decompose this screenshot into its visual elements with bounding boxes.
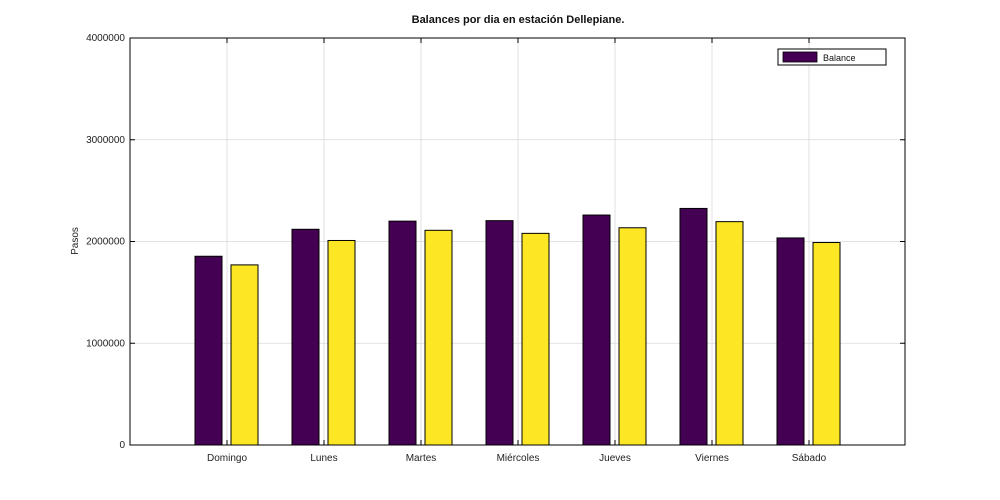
y-tick-label: 3000000 — [86, 135, 125, 146]
bar-series-1-viernes — [715, 221, 744, 446]
bar-series-1-miércoles — [521, 232, 550, 446]
x-tick-label: Sábado — [792, 453, 827, 464]
bar-series-0-domingo — [194, 255, 223, 446]
y-tick-label: 0 — [119, 440, 125, 451]
y-axis-label: Pasos — [70, 227, 81, 255]
bar-series-1-martes — [424, 229, 453, 446]
bar-series-1-jueves — [618, 227, 647, 446]
bar-series-1-lunes — [327, 239, 356, 446]
bar-series-0-miércoles — [485, 220, 514, 446]
x-tick-label: Lunes — [310, 453, 337, 464]
bar-series-0-lunes — [291, 228, 320, 446]
gridlines — [130, 38, 905, 445]
y-tick-label: 2000000 — [86, 237, 125, 248]
y-tick-label: 4000000 — [86, 33, 125, 44]
bar-series-0-viernes — [679, 207, 708, 446]
x-tick-label: Viernes — [695, 453, 729, 464]
legend-label: Balance — [823, 53, 856, 63]
x-tick-label: Martes — [406, 453, 437, 464]
bar-series-0-martes — [388, 220, 417, 446]
x-tick-label: Jueves — [599, 453, 631, 464]
y-axis: 0 1000000 2000000 3000000 4000000 — [86, 33, 905, 451]
bars-group — [194, 207, 841, 446]
legend: Balance — [777, 48, 887, 66]
bar-series-0-sábado — [776, 237, 805, 446]
x-tick-label: Miércoles — [497, 453, 540, 464]
x-tick-label: Domingo — [207, 453, 247, 464]
y-tick-label: 1000000 — [86, 338, 125, 349]
x-axis: Domingo Lunes Martes Miércoles Jueves Viernes… — [207, 38, 827, 464]
legend-swatch — [782, 51, 818, 63]
bar-series-1-domingo — [230, 264, 259, 446]
chart-title: Balances por dia en estación Dellepiane. — [412, 14, 625, 26]
bar-series-0-jueves — [582, 214, 611, 446]
bar-series-1-sábado — [812, 242, 841, 446]
